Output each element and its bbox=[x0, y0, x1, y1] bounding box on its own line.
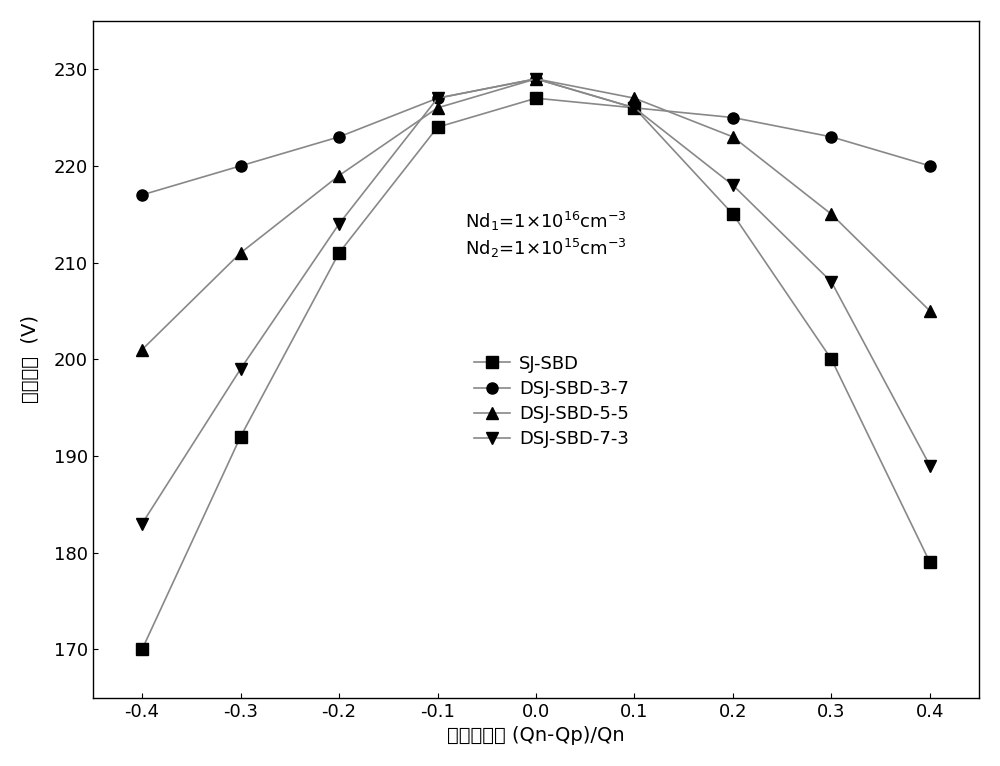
DSJ-SBD-5-5 bbox=[432, 103, 444, 113]
DSJ-SBD-7-3 bbox=[727, 181, 739, 190]
Line: DSJ-SBD-5-5: DSJ-SBD-5-5 bbox=[137, 74, 935, 355]
Text: Nd$_1$=1×10$^{16}$cm$^{-3}$
Nd$_2$=1×10$^{15}$cm$^{-3}$: Nd$_1$=1×10$^{16}$cm$^{-3}$ Nd$_2$=1×10$… bbox=[465, 211, 627, 260]
SJ-SBD bbox=[530, 93, 542, 103]
DSJ-SBD-3-7 bbox=[333, 133, 345, 142]
SJ-SBD bbox=[727, 210, 739, 219]
DSJ-SBD-5-5 bbox=[924, 306, 936, 316]
DSJ-SBD-3-7 bbox=[530, 74, 542, 83]
SJ-SBD bbox=[333, 248, 345, 257]
DSJ-SBD-3-7 bbox=[727, 113, 739, 122]
DSJ-SBD-3-7 bbox=[825, 133, 837, 142]
DSJ-SBD-7-3 bbox=[432, 93, 444, 103]
DSJ-SBD-7-3 bbox=[136, 519, 148, 529]
DSJ-SBD-5-5 bbox=[530, 74, 542, 83]
DSJ-SBD-3-7 bbox=[432, 93, 444, 103]
X-axis label: 电荷不平衡 (Qn-Qp)/Qn: 电荷不平衡 (Qn-Qp)/Qn bbox=[447, 726, 625, 745]
DSJ-SBD-3-7 bbox=[136, 190, 148, 199]
DSJ-SBD-7-3 bbox=[825, 277, 837, 286]
DSJ-SBD-5-5 bbox=[825, 210, 837, 219]
DSJ-SBD-5-5 bbox=[628, 93, 640, 103]
SJ-SBD bbox=[136, 645, 148, 654]
DSJ-SBD-5-5 bbox=[136, 345, 148, 354]
SJ-SBD bbox=[628, 103, 640, 113]
DSJ-SBD-5-5 bbox=[727, 133, 739, 142]
Line: DSJ-SBD-3-7: DSJ-SBD-3-7 bbox=[137, 74, 935, 201]
DSJ-SBD-7-3 bbox=[628, 103, 640, 113]
SJ-SBD bbox=[432, 123, 444, 132]
SJ-SBD bbox=[825, 355, 837, 364]
DSJ-SBD-7-3 bbox=[530, 74, 542, 83]
DSJ-SBD-7-3 bbox=[924, 461, 936, 470]
Line: DSJ-SBD-7-3: DSJ-SBD-7-3 bbox=[137, 74, 935, 529]
DSJ-SBD-3-7 bbox=[924, 162, 936, 171]
DSJ-SBD-7-3 bbox=[235, 365, 247, 374]
DSJ-SBD-5-5 bbox=[235, 248, 247, 257]
SJ-SBD bbox=[235, 432, 247, 441]
Legend: SJ-SBD, DSJ-SBD-3-7, DSJ-SBD-5-5, DSJ-SBD-7-3: SJ-SBD, DSJ-SBD-3-7, DSJ-SBD-5-5, DSJ-SB… bbox=[474, 355, 629, 448]
DSJ-SBD-3-7 bbox=[628, 103, 640, 113]
Y-axis label: 击穿电压  (V): 击穿电压 (V) bbox=[21, 316, 40, 403]
SJ-SBD bbox=[924, 558, 936, 567]
DSJ-SBD-5-5 bbox=[333, 171, 345, 180]
Line: SJ-SBD: SJ-SBD bbox=[137, 93, 935, 655]
DSJ-SBD-7-3 bbox=[333, 219, 345, 228]
DSJ-SBD-3-7 bbox=[235, 162, 247, 171]
